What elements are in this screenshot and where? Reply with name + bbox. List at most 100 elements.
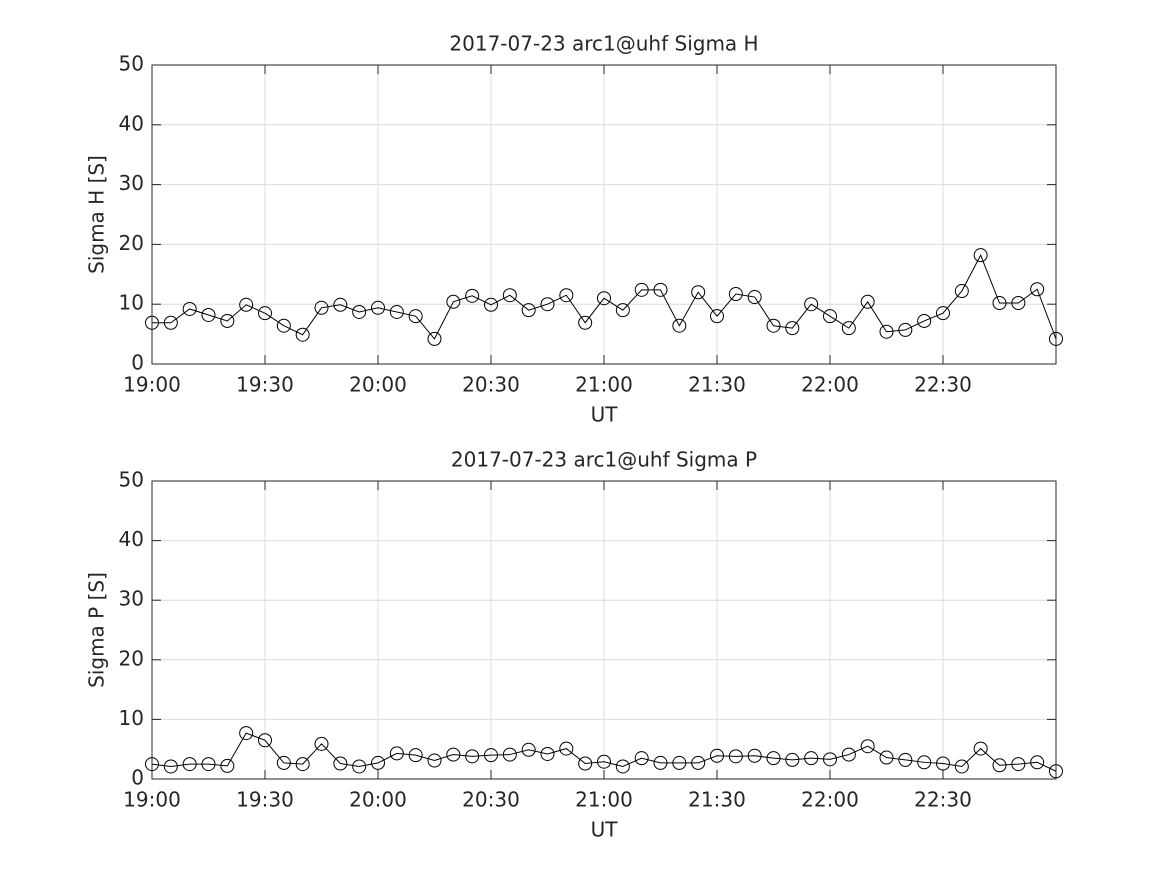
data-point (917, 755, 932, 770)
data-point (691, 755, 706, 770)
data-point (446, 747, 461, 762)
data-point (163, 315, 178, 330)
x-tick-label: 20:00 (349, 788, 407, 812)
data-point (540, 297, 555, 312)
data-point (879, 324, 894, 339)
axes-box (151, 480, 1057, 780)
data-point (352, 759, 367, 774)
data-point (973, 741, 988, 756)
data-point (408, 309, 423, 324)
data-point (804, 297, 819, 312)
data-point (502, 747, 517, 762)
data-point (954, 284, 969, 299)
data-point (1011, 757, 1026, 772)
x-tick-label: 21:30 (688, 373, 746, 397)
x-tick-label: 21:00 (575, 373, 633, 397)
data-point (333, 297, 348, 312)
data-point (201, 307, 216, 322)
x-tick-label: 20:30 (462, 373, 520, 397)
axes-box (151, 64, 1057, 365)
data-point (578, 315, 593, 330)
data-point (747, 748, 762, 763)
x-tick-label: 19:00 (123, 788, 181, 812)
x-tick-label: 20:30 (462, 788, 520, 812)
data-point (879, 750, 894, 765)
data-point (672, 318, 687, 333)
data-point (258, 306, 272, 321)
x-tick-label: 21:30 (688, 788, 746, 812)
data-point (239, 297, 254, 312)
data-point (653, 755, 668, 770)
axes: 0 10 20 30 40 50 19:00 19:30 20:00 20:30 21:00 21:3… (85, 32, 1063, 427)
data-point (804, 751, 819, 766)
data-point (540, 746, 555, 761)
data-point (597, 291, 611, 306)
x-tick-label: 22:30 (914, 788, 972, 812)
data-point (295, 327, 310, 342)
data-line (152, 253, 1057, 340)
data-point (389, 746, 404, 761)
data-point (502, 288, 517, 303)
data-point (521, 303, 536, 318)
data-point (427, 331, 442, 346)
data-point (936, 306, 950, 321)
data-point (898, 752, 913, 767)
data-point (276, 318, 291, 333)
data-point (371, 300, 385, 315)
y-tick-label: 40 (119, 111, 144, 135)
data-point (521, 742, 536, 757)
data-point (728, 749, 743, 764)
data-point (766, 751, 781, 766)
y-tick-label: 30 (119, 587, 144, 611)
data-point (973, 248, 988, 263)
data-point (258, 733, 272, 748)
y-axis-label: Sigma P [S] (85, 572, 109, 688)
data-point (182, 757, 197, 772)
x-tick-label: 19:00 (123, 373, 181, 397)
data-point (672, 755, 687, 770)
data-point (841, 321, 856, 336)
y-tick-label: 30 (119, 171, 144, 195)
data-point (860, 294, 875, 309)
data-point (239, 726, 254, 741)
data-point (559, 288, 574, 303)
chart-title: 2017-07-23 arc1@uhf Sigma P (451, 448, 757, 472)
data-point (465, 749, 480, 764)
data-point (823, 752, 837, 767)
data-point (860, 739, 875, 754)
data-point (145, 757, 159, 772)
data-point (992, 296, 1007, 311)
data-point (597, 754, 611, 769)
data-point (446, 294, 461, 309)
data-point (936, 756, 950, 771)
data-point (917, 313, 932, 328)
data-point (163, 759, 178, 774)
x-tick-label: 21:00 (575, 788, 633, 812)
data-point (992, 758, 1007, 773)
data-point (295, 757, 310, 772)
data-point (634, 282, 649, 297)
data-point (201, 757, 216, 772)
x-axis-label: UT (591, 818, 619, 842)
x-tick-label: 22:30 (914, 373, 972, 397)
data-point (314, 300, 329, 315)
x-tick-label: 22:00 (801, 373, 859, 397)
data-point (691, 285, 706, 300)
data-point (352, 304, 367, 319)
data-point (1030, 755, 1045, 770)
data-point (314, 736, 329, 751)
data-point (1049, 764, 1063, 779)
data-point (710, 748, 724, 763)
data-point (747, 290, 762, 305)
y-tick-label: 50 (119, 52, 144, 76)
y-tick-label: 10 (119, 706, 144, 730)
x-tick-label: 22:00 (801, 788, 859, 812)
data-point (578, 756, 593, 771)
data-point (898, 322, 913, 337)
data-point (710, 309, 724, 324)
data-point (954, 759, 969, 774)
data-point (728, 287, 743, 302)
chart-title: 2017-07-23 arc1@uhf Sigma H (449, 32, 758, 56)
data-point (1011, 296, 1026, 311)
